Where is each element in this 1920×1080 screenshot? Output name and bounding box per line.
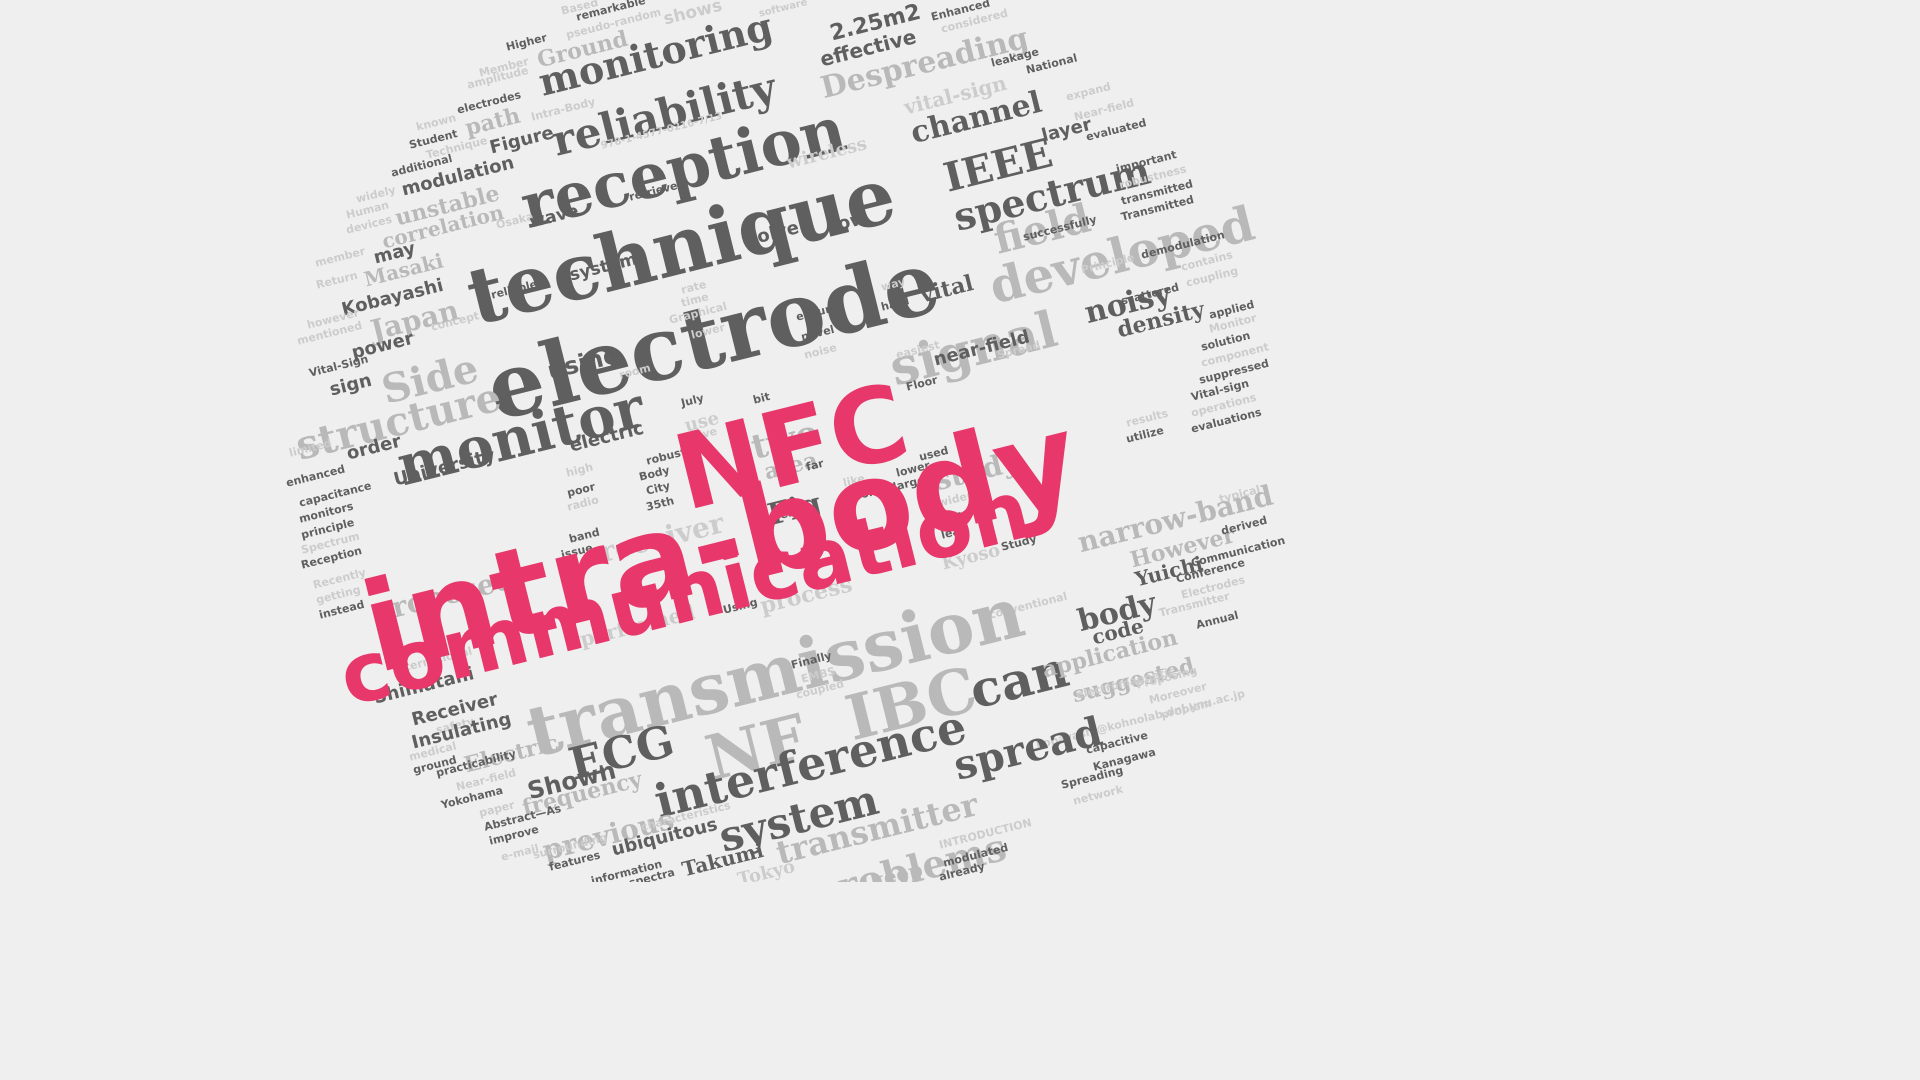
word-annual: Annual xyxy=(1194,608,1240,632)
word-member-small: member xyxy=(313,244,367,270)
word-expand: expand xyxy=(1064,80,1113,104)
word-high: high xyxy=(564,460,595,480)
word-sign: sign xyxy=(327,369,374,401)
word-cloud: Based remarkable pseudo-random shows sof… xyxy=(284,0,1287,882)
word-results: results xyxy=(1124,406,1170,430)
word-evaluated: evaluated xyxy=(1084,116,1148,144)
word-enhanced: enhanced xyxy=(284,462,347,490)
word-return: Return xyxy=(314,268,359,292)
